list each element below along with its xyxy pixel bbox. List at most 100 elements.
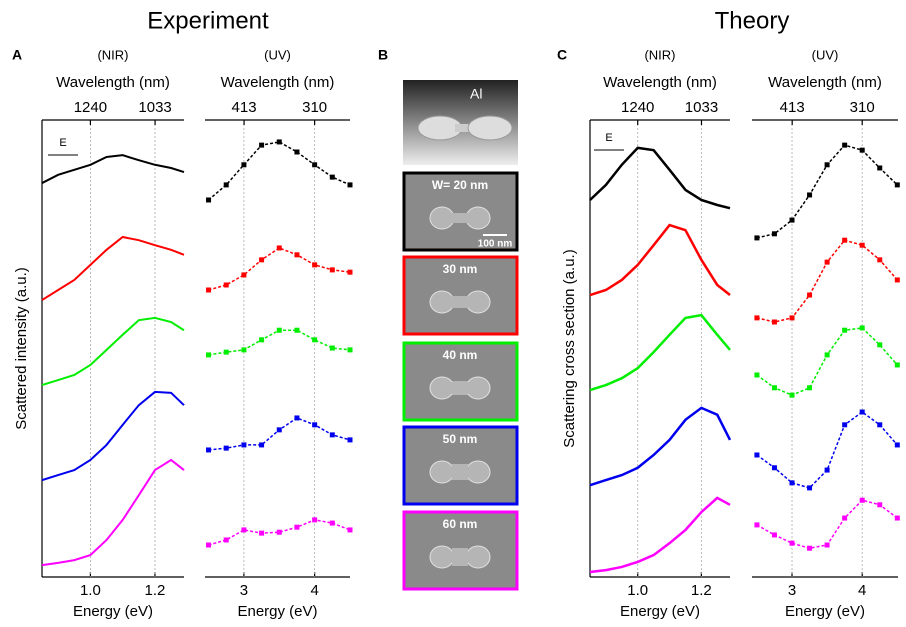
data-point bbox=[859, 325, 865, 331]
series-trace bbox=[208, 519, 351, 546]
data-point bbox=[842, 327, 848, 333]
x-axis-label: Energy (eV) bbox=[620, 603, 700, 620]
series-line bbox=[589, 496, 731, 574]
data-point bbox=[259, 337, 265, 343]
x2-tick-label: 1240 bbox=[621, 99, 654, 116]
dimer-disk bbox=[465, 376, 491, 400]
data-point bbox=[754, 452, 760, 458]
series-trace bbox=[208, 329, 351, 356]
data-point bbox=[877, 165, 883, 171]
data-point bbox=[276, 427, 282, 433]
data-point bbox=[842, 237, 848, 243]
x-tick-label: 1.2 bbox=[145, 582, 166, 599]
data-point bbox=[894, 182, 900, 188]
data-point bbox=[754, 235, 760, 241]
data-point bbox=[206, 447, 212, 453]
data-point bbox=[859, 409, 865, 415]
y-axis-label: Scattering cross section (a.u.) bbox=[561, 249, 578, 447]
series-line bbox=[41, 316, 185, 387]
data-point bbox=[241, 162, 247, 168]
dimer-disk bbox=[465, 206, 491, 230]
x-axis-label: Energy (eV) bbox=[237, 603, 317, 620]
data-point bbox=[754, 522, 760, 528]
x2-tick-label: 310 bbox=[850, 99, 875, 116]
width-label: 50 nm bbox=[443, 432, 478, 446]
data-point bbox=[294, 415, 300, 421]
dimer-bridge bbox=[452, 548, 468, 566]
data-point bbox=[789, 480, 795, 486]
sem-frame bbox=[402, 255, 519, 336]
data-point bbox=[842, 142, 848, 148]
width-label: W= 20 nm bbox=[432, 178, 488, 192]
experiment-title: Experiment bbox=[147, 7, 269, 34]
data-point bbox=[754, 372, 760, 378]
sem-frame bbox=[402, 171, 519, 252]
panel-b: Al bbox=[403, 80, 518, 165]
data-point bbox=[259, 142, 265, 148]
data-point bbox=[347, 437, 353, 443]
model-disk bbox=[467, 115, 513, 141]
data-point bbox=[259, 442, 265, 448]
data-point bbox=[824, 467, 830, 473]
x2-tick-label: 1240 bbox=[74, 99, 107, 116]
x-tick-label: 4 bbox=[310, 582, 318, 599]
data-point bbox=[807, 545, 813, 551]
data-point bbox=[259, 257, 265, 263]
dimer-disk bbox=[429, 290, 455, 314]
data-point bbox=[789, 392, 795, 398]
data-point bbox=[754, 315, 760, 321]
x-tick-label: 1.2 bbox=[691, 582, 712, 599]
data-point bbox=[347, 269, 353, 275]
data-point bbox=[223, 349, 229, 355]
panel-subtitle: (UV) bbox=[264, 47, 291, 62]
data-point bbox=[206, 287, 212, 293]
data-point bbox=[807, 385, 813, 391]
x-tick-label: 1.0 bbox=[627, 582, 648, 599]
data-point bbox=[206, 352, 212, 358]
data-point bbox=[894, 515, 900, 521]
series-trace bbox=[756, 499, 898, 549]
data-point bbox=[807, 292, 813, 298]
series-trace bbox=[756, 327, 898, 396]
data-point bbox=[276, 327, 282, 333]
data-point bbox=[329, 267, 335, 273]
series-line bbox=[41, 235, 185, 301]
data-point bbox=[223, 445, 229, 451]
x2-tick-label: 1033 bbox=[685, 99, 718, 116]
data-point bbox=[276, 529, 282, 535]
data-point bbox=[771, 465, 777, 471]
panel-subtitle: (NIR) bbox=[97, 47, 128, 62]
data-point bbox=[329, 174, 335, 180]
panel-subtitle: (NIR) bbox=[644, 47, 675, 62]
dimer-disk bbox=[429, 206, 455, 230]
data-point bbox=[771, 231, 777, 237]
series-trace bbox=[756, 239, 898, 323]
data-point bbox=[276, 245, 282, 251]
series-line bbox=[589, 223, 731, 297]
x2-axis-label: Wavelength (nm) bbox=[603, 74, 717, 91]
data-point bbox=[824, 162, 830, 168]
series-line bbox=[41, 390, 185, 482]
data-point bbox=[347, 182, 353, 188]
x-axis-label: Energy (eV) bbox=[785, 603, 865, 620]
data-point bbox=[789, 315, 795, 321]
y-axis-label: Scattered intensity (a.u.) bbox=[13, 267, 30, 430]
data-point bbox=[877, 257, 883, 263]
scale-bar-label: 100 nm bbox=[478, 239, 513, 250]
dimer-disk bbox=[465, 460, 491, 484]
data-point bbox=[859, 147, 865, 153]
data-point bbox=[312, 162, 318, 168]
data-point bbox=[241, 527, 247, 533]
x-tick-label: 4 bbox=[858, 582, 866, 599]
data-point bbox=[329, 520, 335, 526]
data-point bbox=[789, 540, 795, 546]
sem-frame bbox=[402, 341, 519, 422]
data-point bbox=[824, 542, 830, 548]
x-tick-label: 3 bbox=[788, 582, 796, 599]
panel-label: B bbox=[378, 47, 388, 63]
data-point bbox=[842, 422, 848, 428]
data-point bbox=[877, 422, 883, 428]
data-point bbox=[206, 542, 212, 548]
model-bridge bbox=[455, 124, 477, 132]
polarization-label: E bbox=[605, 132, 612, 144]
